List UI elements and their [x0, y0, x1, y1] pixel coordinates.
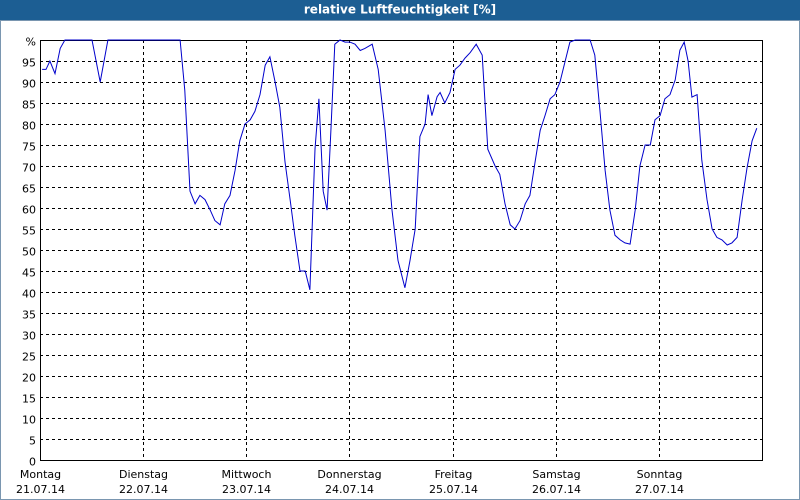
- x-tick-date: 23.07.14: [222, 483, 271, 496]
- x-tick-label: Sonntag: [637, 468, 683, 481]
- x-tick-date: 27.07.14: [635, 483, 684, 496]
- x-tick-label: Donnerstag: [317, 468, 381, 481]
- y-tick-label: 80: [22, 120, 36, 133]
- x-tick-date: 24.07.14: [325, 483, 374, 496]
- y-tick-label: 0: [29, 456, 36, 469]
- data-line: [42, 39, 758, 291]
- y-tick-label: 20: [22, 372, 36, 385]
- x-tick-date: 25.07.14: [429, 483, 478, 496]
- y-tick-label: 65: [22, 183, 36, 196]
- x-tick-label: Freitag: [435, 468, 473, 481]
- y-tick-label: 25: [22, 351, 36, 364]
- title-bar: [0, 0, 800, 20]
- y-tick-label: 95: [22, 57, 36, 70]
- y-tick-label: 30: [22, 330, 36, 343]
- y-tick-label: 35: [22, 309, 36, 322]
- x-tick-date: 22.07.14: [119, 483, 168, 496]
- y-tick-label: 5: [29, 435, 36, 448]
- y-tick-label: 45: [22, 267, 36, 280]
- chart-title: relative Luftfeuchtigkeit [%]: [304, 3, 496, 17]
- x-tick-date: 21.07.14: [16, 483, 65, 496]
- x-tick-label: Montag: [20, 468, 61, 481]
- y-tick-label: 50: [22, 246, 36, 259]
- x-tick-label: Samstag: [532, 468, 580, 481]
- y-tick-label: 15: [22, 393, 36, 406]
- y-tick-label: 60: [22, 204, 36, 217]
- x-tick-date: 26.07.14: [532, 483, 581, 496]
- y-tick-label: 40: [22, 288, 36, 301]
- y-tick-label: 10: [22, 414, 36, 427]
- x-tick-label: Dienstag: [119, 468, 168, 481]
- y-tick-label: %: [26, 36, 36, 49]
- y-tick-label: 75: [22, 141, 36, 154]
- y-tick-label: 90: [22, 78, 36, 91]
- y-tick-label: 55: [22, 225, 36, 238]
- y-tick-label: 70: [22, 162, 36, 175]
- x-tick-label: Mittwoch: [222, 468, 272, 481]
- y-tick-label: 85: [22, 99, 36, 112]
